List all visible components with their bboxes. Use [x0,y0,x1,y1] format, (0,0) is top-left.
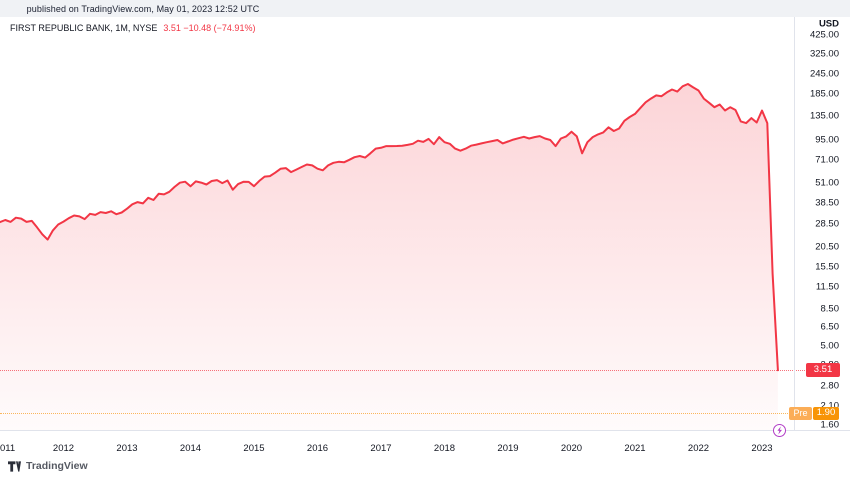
attribution-text: published on TradingView.com, May 01, 20… [26,3,260,14]
year-tick: 2021 [624,443,646,454]
price-tick: 6.50 [820,321,840,333]
price-tick: 245.00 [809,68,839,80]
year-tick: 2014 [179,443,202,454]
price-axis-currency: USD [818,18,839,30]
price-tick: 51.00 [815,177,839,189]
price-tick: 2.10 [821,401,840,412]
price-tick: 2.80 [820,380,840,392]
last-price-chip: 3.51 [806,363,840,378]
area-fill [0,84,778,430]
year-tick: 2018 [433,443,456,454]
year-tick: 2012 [52,443,75,454]
price-tick: 425.00 [809,29,839,41]
year-tick: 2016 [306,443,329,454]
price-tick: 8.50 [820,303,840,314]
year-tick: 2023 [751,443,773,454]
last-price-line [0,369,807,371]
price-tick: 325.00 [809,48,839,60]
year-tick: 2015 [243,443,265,454]
realtime-lightning-icon[interactable] [773,424,786,437]
price-tick: 71.00 [815,154,839,166]
year-tick: 2019 [497,443,519,454]
symbol-title: FIRST REPUBLIC BANK, 1M, NYSE [10,22,158,33]
price-tick: 95.00 [815,134,839,146]
year-tick: 2017 [370,443,392,454]
price-axis[interactable]: USD 425.00 325.00 245.00 185.00 135.00 95.00 71… [795,17,850,431]
watermark-brand-text: TradingView [26,460,88,472]
year-tick: 2020 [560,443,583,454]
price-tick: 1.60 [820,419,840,431]
price-tick: 11.50 [815,281,839,293]
premarket-price-line [0,412,790,414]
price-tick: 20.50 [815,241,839,253]
price-line [0,83,779,372]
tradingview-logo-icon [8,460,21,472]
time-axis[interactable]: 011 2012 2013 2014 2015 2016 2017 2018 2019 2020 2… [0,431,794,459]
price-tick: 15.50 [815,261,839,272]
premarket-price-chip: 1.90 [813,406,839,420]
tradingview-watermark[interactable]: TradingView [8,459,88,473]
lightning-bolt-icon [777,426,782,435]
price-tick: 38.50 [815,197,839,209]
year-tick: 011 [0,443,16,454]
symbol-quote: 3.51 −10.48 (−74.91%) [163,22,256,33]
time-axis-border [0,430,850,431]
price-tick: 5.00 [820,340,840,351]
year-tick: 2013 [116,443,138,454]
price-tick: 135.00 [809,110,839,121]
year-tick: 2022 [687,443,710,454]
premarket-tag-chip: Pre [789,406,812,420]
attribution-bar: published on TradingView.com, May 01, 20… [0,0,850,17]
symbol-legend[interactable]: FIRST REPUBLIC BANK, 1M, NYSE 3.51 −10.4… [10,22,255,33]
price-tick: 185.00 [809,88,839,99]
price-axis-border [794,17,795,431]
price-tick: 28.50 [815,218,839,230]
